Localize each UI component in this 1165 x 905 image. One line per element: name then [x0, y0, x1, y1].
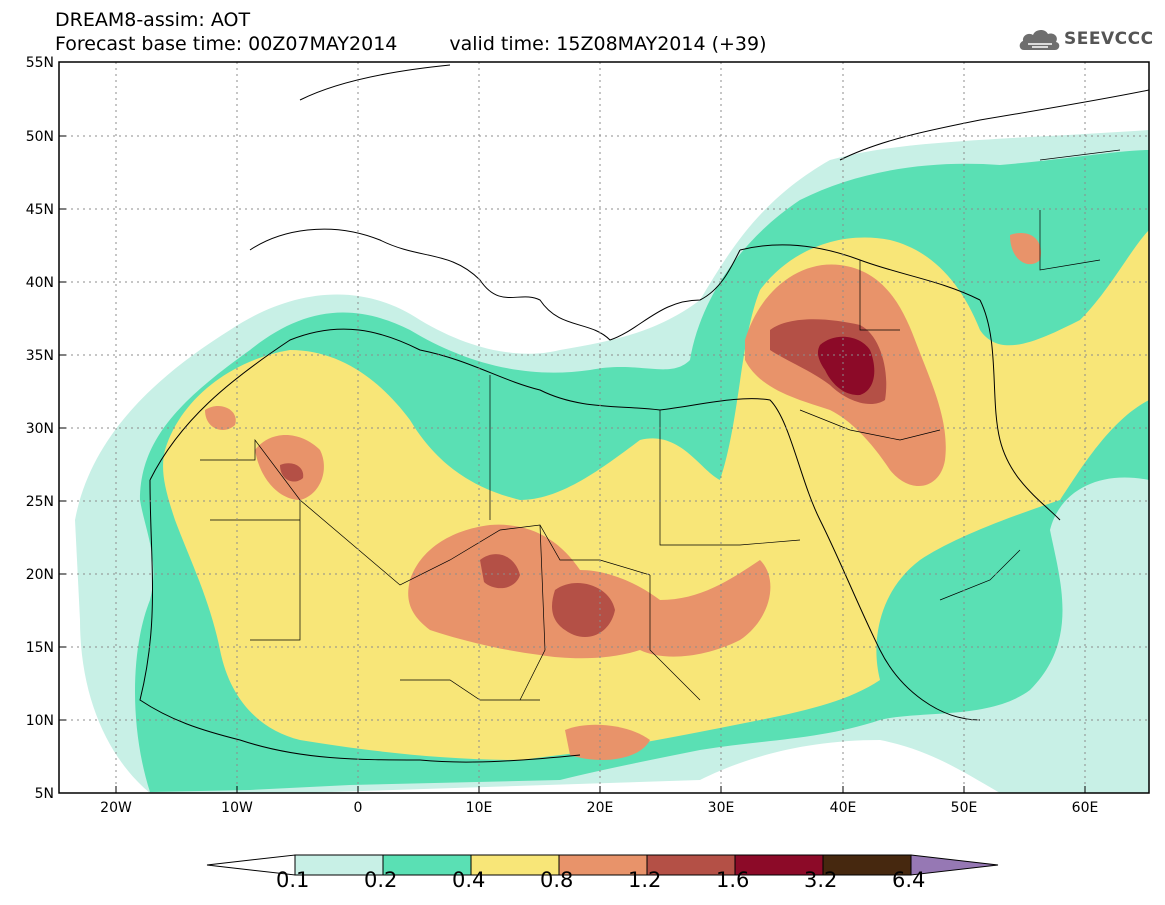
lon-label: 10E [466, 800, 493, 816]
lat-label: 25N [26, 494, 54, 510]
coastlines [139, 64, 1149, 763]
valid-time: valid time: 15Z08MAY2014 (+39) [449, 33, 767, 55]
lat-label: 10N [26, 713, 54, 729]
lat-label: 5N [35, 786, 54, 802]
lat-label: 40N [26, 275, 54, 291]
lon-label: 50E [951, 800, 978, 816]
lat-label: 50N [26, 129, 54, 145]
aot-patch-caspian [1010, 232, 1041, 265]
aot-contours [75, 130, 1149, 793]
lat-label: 35N [26, 348, 54, 364]
aot-core-algeria [280, 463, 304, 482]
colorbar-label: 3.2 [804, 868, 838, 892]
colorbar-label: 1.6 [716, 868, 750, 892]
colorbar-label: 1.2 [628, 868, 662, 892]
axis-ticks [59, 61, 1086, 793]
lon-label: 40E [830, 800, 857, 816]
colorbar [206, 854, 999, 876]
lon-label: 0 [354, 800, 363, 816]
aot-map: 55N 50N 45N 40N 35N 30N 25N 20N 15N 10N … [26, 55, 1150, 816]
base-time: Forecast base time: 00Z07MAY2014 [55, 33, 398, 55]
aot-core-chad [552, 582, 615, 638]
colorbar-label: 0.8 [540, 868, 574, 892]
lon-label: 30E [708, 800, 735, 816]
seevccc-logo: SEEVCCC [1018, 26, 1158, 54]
colorbar-label: 0.4 [452, 868, 486, 892]
country-borders [200, 149, 1121, 701]
lon-label: 10W [221, 800, 253, 816]
lon-labels: 20W 10W 0 10E 20E 30E 40E 50E 60E [100, 800, 1098, 816]
lat-label: 15N [26, 640, 54, 656]
lat-label: 20N [26, 567, 54, 583]
lon-label: 20E [587, 800, 614, 816]
time-info: Forecast base time: 00Z07MAY2014 valid ti… [55, 34, 767, 54]
aot-patch-chad [565, 724, 650, 760]
lat-label: 30N [26, 421, 54, 437]
graticule [59, 62, 1149, 793]
lon-label: 60E [1072, 800, 1099, 816]
lon-label: 20W [100, 800, 132, 816]
lat-label: 55N [26, 55, 54, 71]
aot-patch-morocco [205, 405, 236, 430]
aot-core-niger [480, 554, 520, 589]
colorbar-label: 6.4 [892, 868, 926, 892]
colorbar-label: 0.1 [276, 868, 310, 892]
map-title: DREAM8-assim: AOT [55, 9, 251, 31]
colorbar-label: 0.2 [364, 868, 398, 892]
lat-labels: 55N 50N 45N 40N 35N 30N 25N 20N 15N 10N … [26, 55, 54, 802]
colorbar-seg-8 [910, 854, 999, 876]
logo-text: SEEVCCC [1064, 29, 1154, 49]
cloud-icon [1019, 29, 1060, 50]
aot-max-iraq [817, 336, 875, 396]
lat-label: 45N [26, 202, 54, 218]
